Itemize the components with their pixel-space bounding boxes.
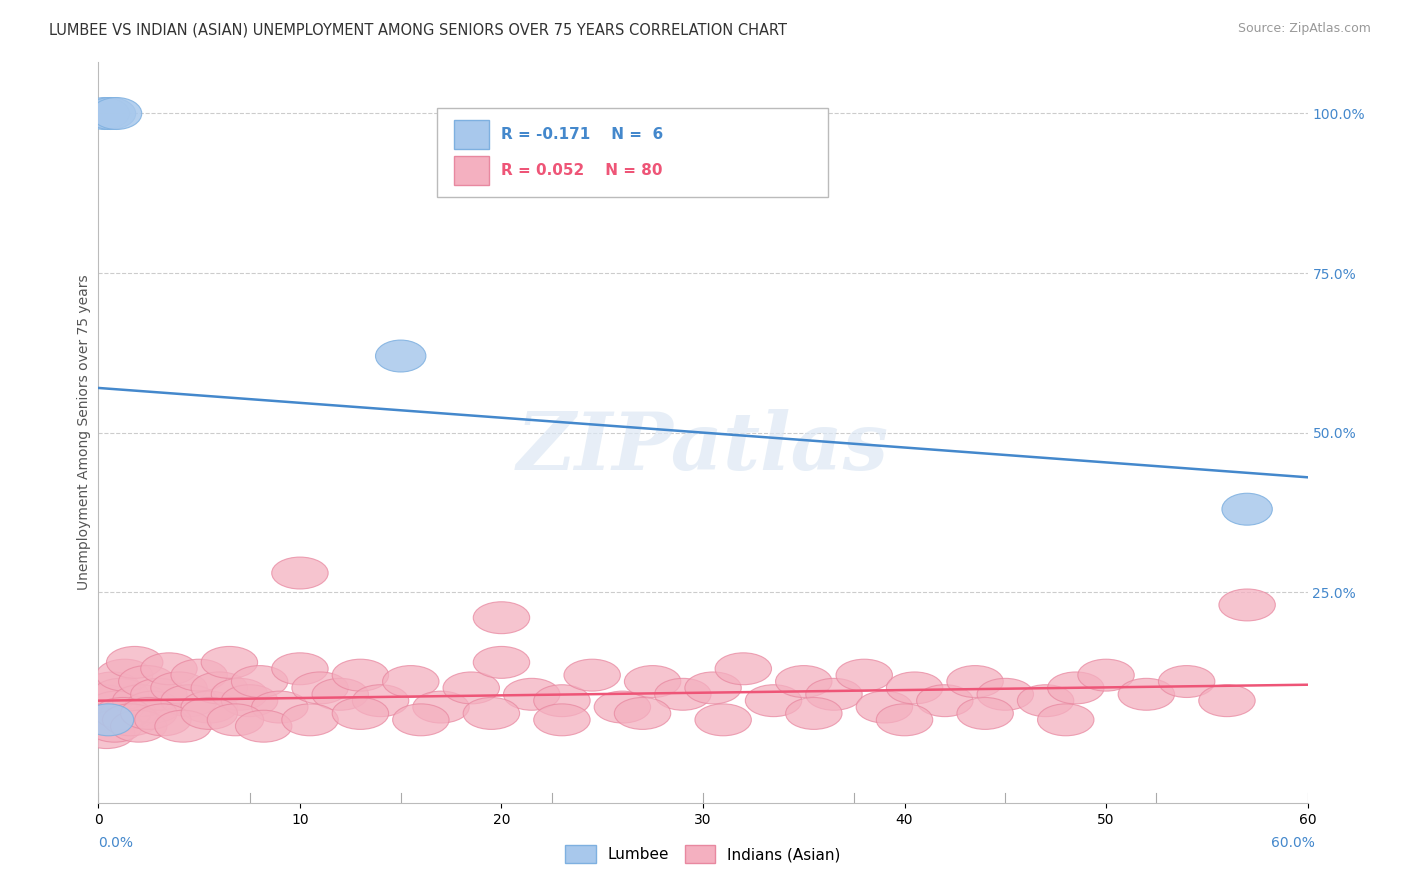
Ellipse shape — [221, 685, 278, 716]
Ellipse shape — [112, 685, 169, 716]
Ellipse shape — [375, 340, 426, 372]
Ellipse shape — [1118, 678, 1174, 710]
Ellipse shape — [474, 602, 530, 633]
Ellipse shape — [332, 698, 388, 730]
Ellipse shape — [235, 710, 292, 742]
Ellipse shape — [917, 685, 973, 716]
Ellipse shape — [886, 672, 943, 704]
Ellipse shape — [977, 678, 1033, 710]
Y-axis label: Unemployment Among Seniors over 75 years: Unemployment Among Seniors over 75 years — [77, 275, 91, 591]
Ellipse shape — [624, 665, 681, 698]
Text: LUMBEE VS INDIAN (ASIAN) UNEMPLOYMENT AMONG SENIORS OVER 75 YEARS CORRELATION CH: LUMBEE VS INDIAN (ASIAN) UNEMPLOYMENT AM… — [49, 22, 787, 37]
Ellipse shape — [1018, 685, 1074, 716]
Ellipse shape — [191, 672, 247, 704]
Ellipse shape — [856, 691, 912, 723]
Ellipse shape — [695, 704, 751, 736]
Ellipse shape — [89, 691, 145, 723]
Ellipse shape — [1078, 659, 1135, 691]
Ellipse shape — [463, 698, 520, 730]
Ellipse shape — [876, 704, 932, 736]
Ellipse shape — [353, 685, 409, 716]
Ellipse shape — [76, 685, 132, 716]
Ellipse shape — [201, 647, 257, 678]
Ellipse shape — [382, 665, 439, 698]
Ellipse shape — [97, 659, 153, 691]
Ellipse shape — [474, 647, 530, 678]
Ellipse shape — [107, 647, 163, 678]
Ellipse shape — [211, 678, 267, 710]
Ellipse shape — [93, 678, 149, 710]
Ellipse shape — [1159, 665, 1215, 698]
Ellipse shape — [564, 659, 620, 691]
Ellipse shape — [443, 672, 499, 704]
Ellipse shape — [776, 665, 832, 698]
Ellipse shape — [86, 710, 143, 742]
Ellipse shape — [121, 698, 177, 730]
Ellipse shape — [745, 685, 801, 716]
Ellipse shape — [172, 659, 228, 691]
Ellipse shape — [685, 672, 741, 704]
Ellipse shape — [312, 678, 368, 710]
Ellipse shape — [957, 698, 1014, 730]
Ellipse shape — [94, 698, 150, 730]
Ellipse shape — [160, 685, 218, 716]
Ellipse shape — [716, 653, 772, 685]
Ellipse shape — [655, 678, 711, 710]
Ellipse shape — [79, 97, 129, 129]
Ellipse shape — [103, 704, 159, 736]
Text: ZIPatlas: ZIPatlas — [517, 409, 889, 486]
Ellipse shape — [207, 704, 264, 736]
Ellipse shape — [281, 704, 339, 736]
Ellipse shape — [503, 678, 560, 710]
Text: 60.0%: 60.0% — [1271, 836, 1315, 850]
Ellipse shape — [806, 678, 862, 710]
Ellipse shape — [79, 716, 135, 748]
Ellipse shape — [150, 672, 207, 704]
Ellipse shape — [181, 698, 238, 730]
Ellipse shape — [252, 691, 308, 723]
Ellipse shape — [100, 698, 157, 730]
Ellipse shape — [91, 97, 142, 129]
Ellipse shape — [118, 665, 174, 698]
Ellipse shape — [141, 653, 197, 685]
Text: R = 0.052    N = 80: R = 0.052 N = 80 — [501, 163, 662, 178]
Ellipse shape — [1038, 704, 1094, 736]
Ellipse shape — [786, 698, 842, 730]
Legend: Lumbee, Indians (Asian): Lumbee, Indians (Asian) — [560, 839, 846, 869]
Ellipse shape — [271, 558, 328, 589]
Ellipse shape — [1047, 672, 1104, 704]
Text: 0.0%: 0.0% — [98, 836, 134, 850]
Ellipse shape — [111, 710, 167, 742]
Ellipse shape — [534, 704, 591, 736]
Ellipse shape — [155, 710, 211, 742]
Ellipse shape — [413, 691, 470, 723]
Ellipse shape — [135, 704, 191, 736]
Ellipse shape — [292, 672, 349, 704]
Ellipse shape — [534, 685, 591, 716]
Ellipse shape — [84, 672, 141, 704]
Ellipse shape — [332, 659, 388, 691]
Ellipse shape — [83, 704, 134, 736]
Ellipse shape — [271, 653, 328, 685]
Ellipse shape — [86, 97, 136, 129]
Ellipse shape — [1219, 589, 1275, 621]
Ellipse shape — [1199, 685, 1256, 716]
Ellipse shape — [837, 659, 893, 691]
Ellipse shape — [80, 704, 136, 736]
Ellipse shape — [125, 691, 181, 723]
Ellipse shape — [131, 678, 187, 710]
Ellipse shape — [181, 691, 238, 723]
Ellipse shape — [614, 698, 671, 730]
Text: Source: ZipAtlas.com: Source: ZipAtlas.com — [1237, 22, 1371, 36]
Ellipse shape — [946, 665, 1004, 698]
Ellipse shape — [1222, 493, 1272, 525]
Ellipse shape — [595, 691, 651, 723]
Text: R = -0.171    N =  6: R = -0.171 N = 6 — [501, 127, 662, 142]
Ellipse shape — [232, 665, 288, 698]
Ellipse shape — [392, 704, 449, 736]
